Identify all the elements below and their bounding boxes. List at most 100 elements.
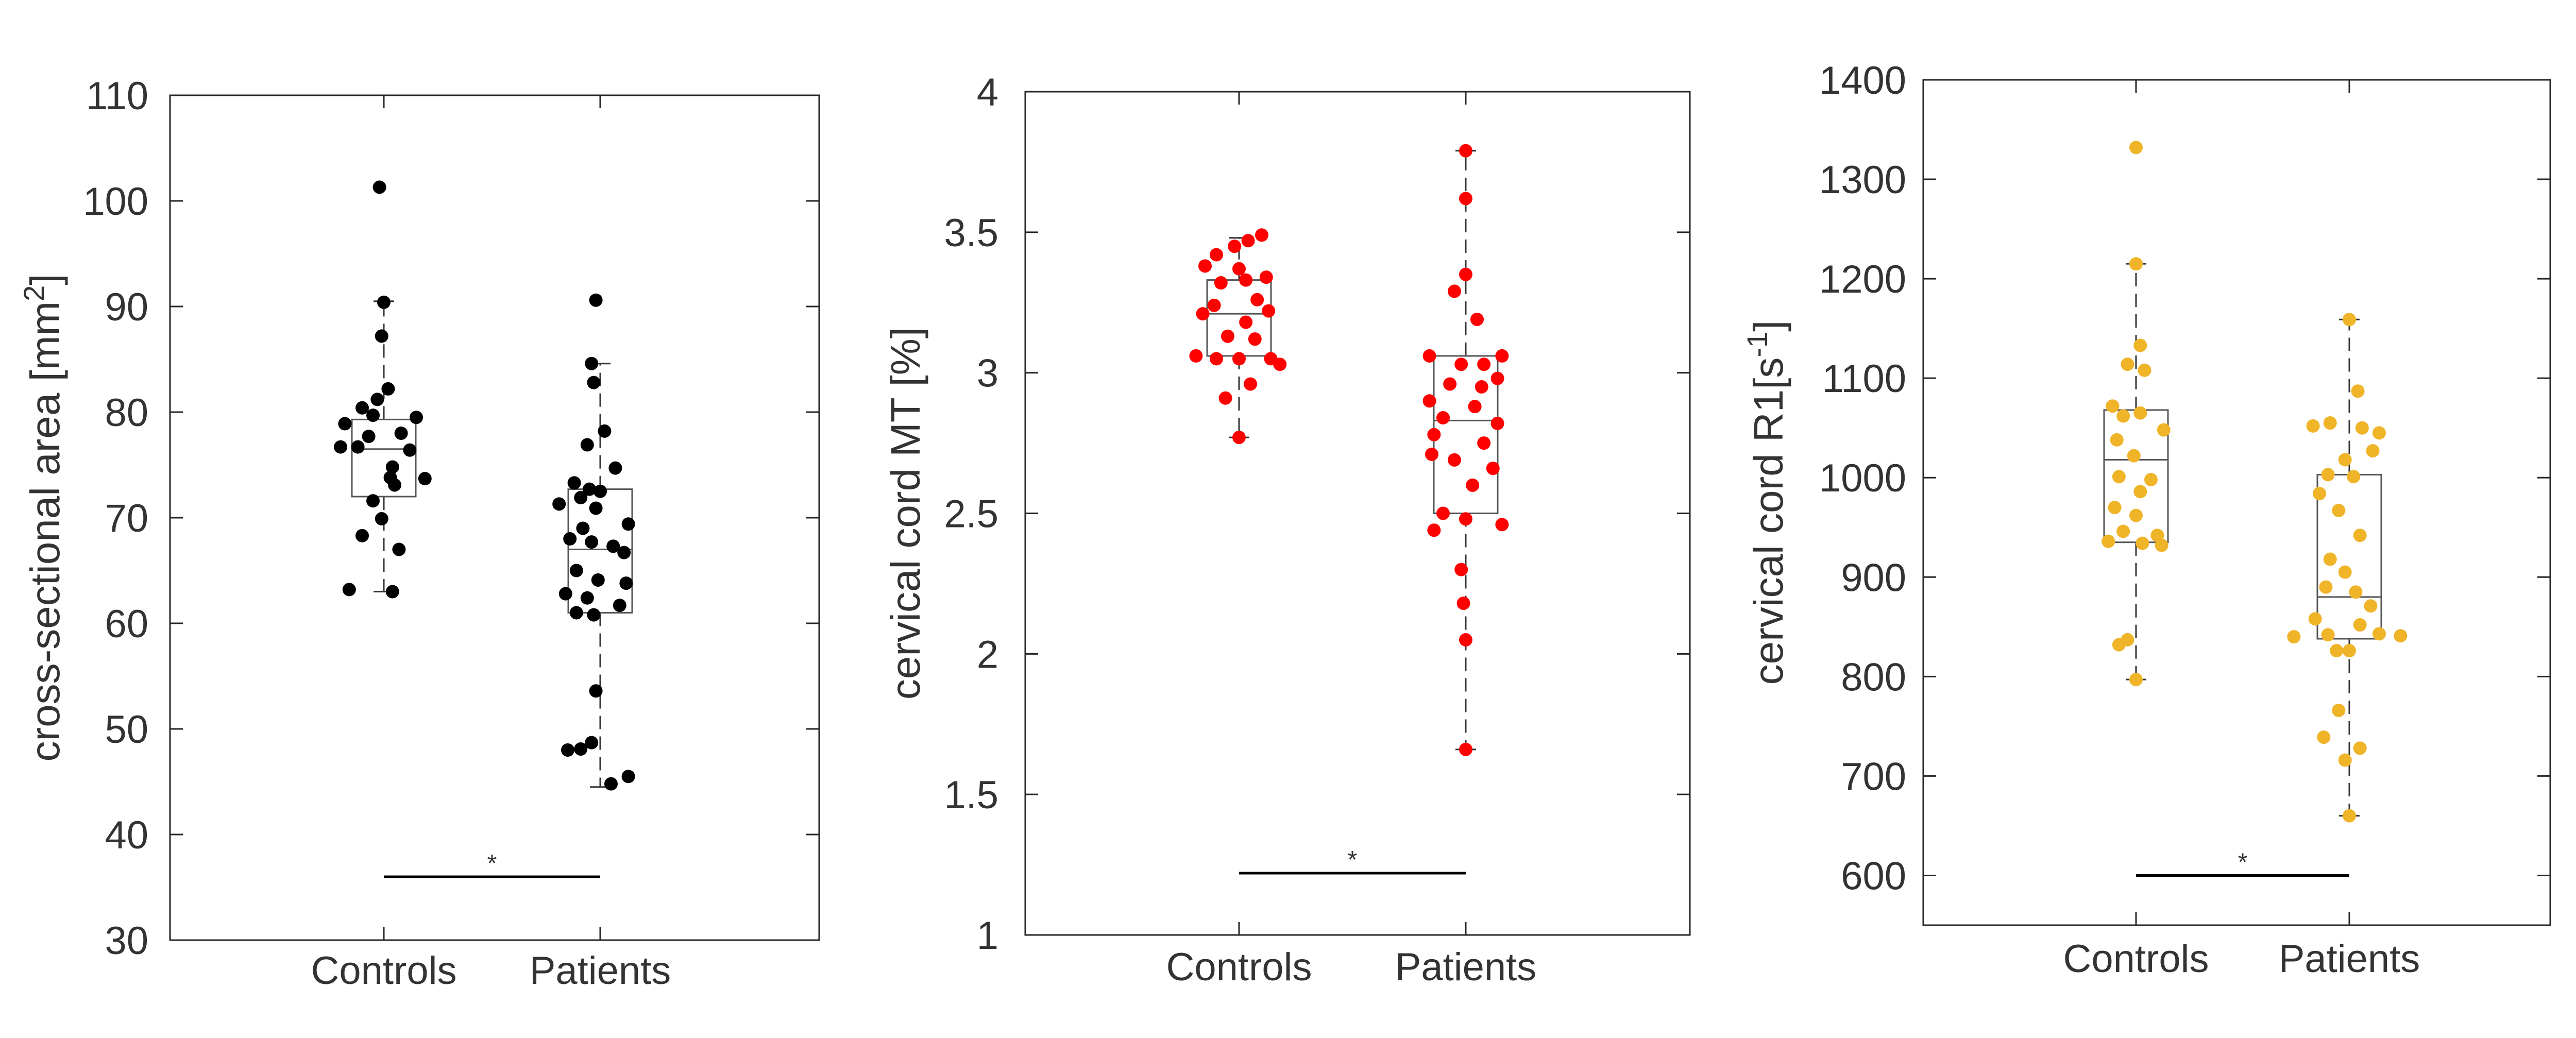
- data-point: [342, 583, 356, 597]
- y-tick-label: 2: [977, 633, 998, 676]
- data-point: [370, 393, 384, 406]
- data-point: [2144, 473, 2158, 487]
- data-point: [1443, 377, 1457, 391]
- axes-frame: [169, 94, 820, 941]
- data-point: [2317, 730, 2331, 744]
- data-point: [375, 329, 388, 343]
- data-point: [1495, 518, 1509, 532]
- data-point: [2338, 565, 2352, 579]
- data-point: [2136, 536, 2149, 550]
- data-point: [1448, 284, 1461, 298]
- data-point: [1477, 358, 1491, 371]
- data-point: [362, 430, 376, 444]
- data-point: [1459, 267, 1472, 281]
- data-point: [2364, 599, 2378, 613]
- y-axis-label: cervical cord R1[s-1]: [1741, 320, 1791, 685]
- data-point: [1207, 298, 1221, 312]
- data-point: [2351, 384, 2365, 398]
- series-patients: [2287, 313, 2408, 823]
- iqr-box: [1433, 355, 1499, 515]
- data-point: [569, 564, 583, 577]
- data-point: [2287, 630, 2301, 644]
- iqr-box: [351, 418, 417, 498]
- data-point: [1232, 262, 1246, 276]
- y-axis-label: cervical cord MT [%]: [883, 327, 928, 700]
- data-point: [1454, 358, 1468, 371]
- data-point: [2129, 673, 2143, 687]
- data-point: [338, 417, 352, 431]
- data-point: [1468, 400, 1482, 414]
- data-point: [552, 497, 566, 511]
- data-point: [1459, 633, 1472, 647]
- x-tick-label-patients: Patients: [1395, 945, 1537, 989]
- y-tick-label: 2.5: [944, 492, 998, 536]
- y-tick-label: 1: [977, 914, 998, 958]
- data-point: [1210, 352, 1223, 366]
- y-tick-label: 1100: [1822, 357, 1906, 401]
- data-point: [598, 424, 612, 438]
- data-point: [2313, 487, 2327, 501]
- significance-star: *: [2238, 848, 2248, 876]
- data-point: [2353, 741, 2367, 755]
- data-point: [2343, 644, 2356, 658]
- data-point: [2338, 753, 2352, 767]
- data-point: [2110, 433, 2124, 447]
- data-point: [1490, 416, 1504, 430]
- data-point: [574, 742, 588, 756]
- data-point: [1239, 273, 1253, 287]
- data-point: [2321, 628, 2335, 642]
- data-point: [561, 743, 574, 757]
- data-point: [366, 409, 380, 422]
- data-point: [2353, 618, 2367, 632]
- data-point: [2366, 444, 2380, 458]
- data-point: [1196, 307, 1210, 321]
- data-point: [1232, 431, 1246, 445]
- data-point: [1239, 315, 1253, 329]
- x-tick-label-controls: Controls: [1166, 945, 1312, 989]
- data-point: [589, 501, 603, 515]
- y-tick-label: 3.5: [944, 211, 998, 255]
- data-point: [580, 438, 594, 452]
- data-point: [2321, 468, 2335, 482]
- data-point: [394, 427, 408, 440]
- data-point: [1250, 293, 1264, 307]
- data-point: [585, 356, 599, 370]
- data-point: [574, 491, 588, 505]
- data-point: [576, 521, 590, 535]
- data-point: [372, 180, 386, 194]
- data-point: [619, 576, 633, 590]
- y-tick-label: 800: [1841, 655, 1906, 699]
- y-axis-label-suffix: ]: [22, 274, 68, 285]
- data-point: [1427, 428, 1441, 441]
- data-point: [2129, 141, 2143, 155]
- data-point: [583, 482, 596, 496]
- data-point: [1459, 192, 1472, 206]
- data-point: [2112, 638, 2126, 652]
- data-point: [1475, 380, 1488, 394]
- data-point: [2127, 449, 2141, 463]
- data-point: [604, 777, 618, 791]
- y-tick-label: 1300: [1819, 158, 1906, 202]
- data-point: [2102, 534, 2115, 548]
- data-point: [2116, 524, 2130, 538]
- data-point: [594, 484, 607, 498]
- axes-frame: [1024, 91, 1691, 936]
- y-tick-label: 70: [105, 497, 148, 540]
- data-point: [2355, 421, 2369, 435]
- y-tick-label: 50: [105, 708, 148, 752]
- data-point: [1244, 377, 1257, 391]
- data-point: [1214, 276, 1228, 290]
- data-point: [1459, 742, 1472, 756]
- data-point: [2121, 358, 2134, 371]
- data-point: [1427, 523, 1441, 537]
- y-tick-label: 80: [105, 391, 148, 435]
- x-tick-label-controls: Controls: [311, 949, 457, 993]
- data-point: [2332, 703, 2346, 717]
- data-point: [2330, 644, 2344, 658]
- data-point: [1456, 597, 1470, 610]
- y-tick-label: 600: [1841, 854, 1906, 898]
- series-patients: [1422, 144, 1509, 756]
- data-point: [366, 494, 380, 508]
- panel-cervical-cord-r1: 600 700 800 900 1000 1100 1200 1300 1400 Controls…: [1741, 59, 2551, 981]
- data-point: [591, 573, 605, 587]
